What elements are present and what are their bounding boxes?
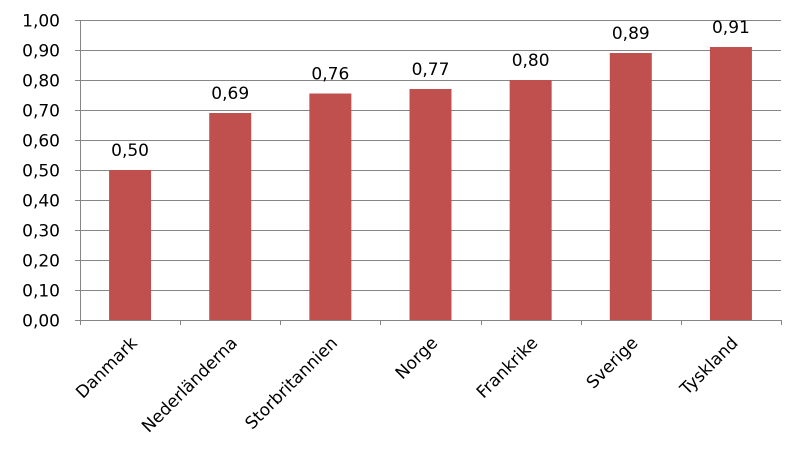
data-label: 0,76 bbox=[311, 65, 349, 85]
bar bbox=[509, 80, 552, 320]
y-tick-label: 0,90 bbox=[22, 42, 60, 62]
category-label: Danmark bbox=[72, 333, 141, 402]
y-tick-label: 1,00 bbox=[22, 12, 60, 32]
category-label: Norge bbox=[392, 333, 442, 383]
data-label: 0,77 bbox=[412, 60, 450, 80]
data-label: 0,69 bbox=[211, 84, 249, 104]
bar bbox=[109, 170, 152, 320]
bar bbox=[709, 47, 752, 320]
data-label: 0,89 bbox=[612, 24, 650, 44]
y-tick-label: 0,30 bbox=[22, 222, 60, 242]
category-label: Sverige bbox=[583, 333, 643, 393]
y-tick-label: 0,00 bbox=[22, 312, 60, 332]
y-tick-label: 0,70 bbox=[22, 102, 60, 122]
y-axis-tick-labels: 0,00 0,10 0,20 0,30 0,40 0,50 0,60 0,70 0,80 0,90… bbox=[22, 12, 60, 332]
y-tick-label: 0,80 bbox=[22, 72, 60, 92]
bars bbox=[109, 47, 752, 320]
bar bbox=[309, 93, 352, 320]
y-tick-label: 0,10 bbox=[22, 282, 60, 302]
data-label: 0,91 bbox=[712, 18, 750, 38]
data-labels: 0,50 0,69 0,76 0,77 0,80 0,89 0,91 bbox=[111, 18, 750, 161]
category-label: Nederländerna bbox=[138, 333, 242, 437]
bar bbox=[209, 113, 252, 320]
category-label: Frankrike bbox=[473, 333, 542, 402]
y-tick-label: 0,60 bbox=[22, 132, 60, 152]
y-tick-label: 0,50 bbox=[22, 162, 60, 182]
category-label: Tyskland bbox=[676, 333, 743, 400]
y-tick-label: 0,40 bbox=[22, 192, 60, 212]
axes bbox=[75, 20, 782, 325]
y-tick-label: 0,20 bbox=[22, 252, 60, 272]
data-label: 0,80 bbox=[512, 51, 550, 71]
category-label: Storbritannien bbox=[242, 333, 342, 433]
bar bbox=[609, 53, 652, 320]
data-label: 0,50 bbox=[111, 141, 149, 161]
bar bbox=[409, 89, 452, 320]
